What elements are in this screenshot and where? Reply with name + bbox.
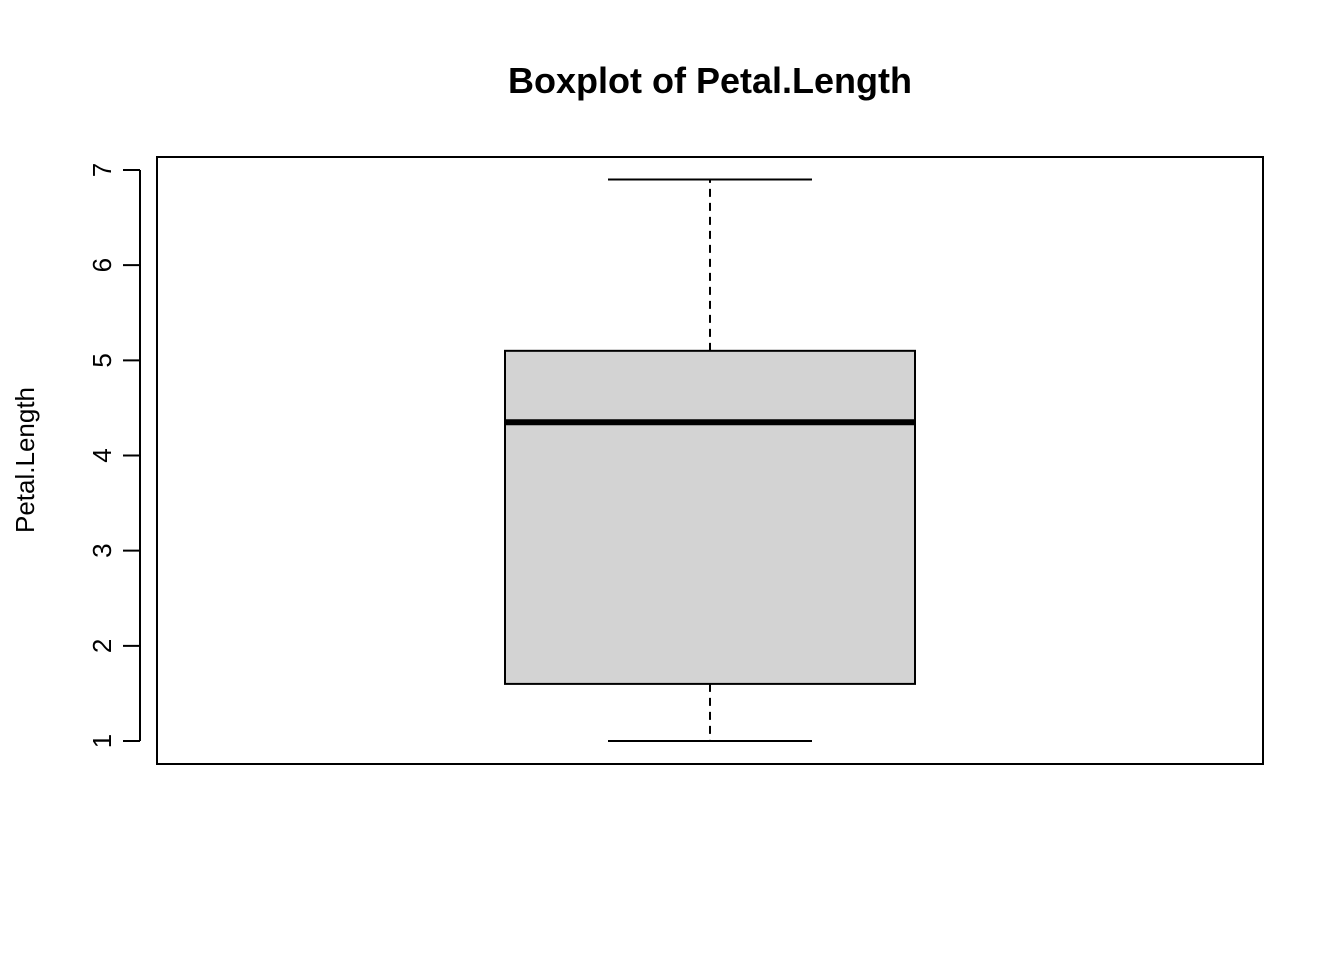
y-axis: 1 2 3 4 5 6 7	[87, 163, 140, 748]
box-group	[505, 180, 915, 741]
y-tick-label: 6	[87, 258, 117, 272]
y-axis-label: Petal.Length	[10, 387, 40, 533]
y-tick-label: 3	[87, 543, 117, 557]
y-tick-label: 5	[87, 353, 117, 367]
y-tick-label: 2	[87, 639, 117, 653]
y-tick-label: 7	[87, 163, 117, 177]
iqr-box	[505, 351, 915, 684]
y-tick-label: 1	[87, 734, 117, 748]
chart-title: Boxplot of Petal.Length	[508, 60, 912, 101]
y-tick-label: 4	[87, 448, 117, 462]
